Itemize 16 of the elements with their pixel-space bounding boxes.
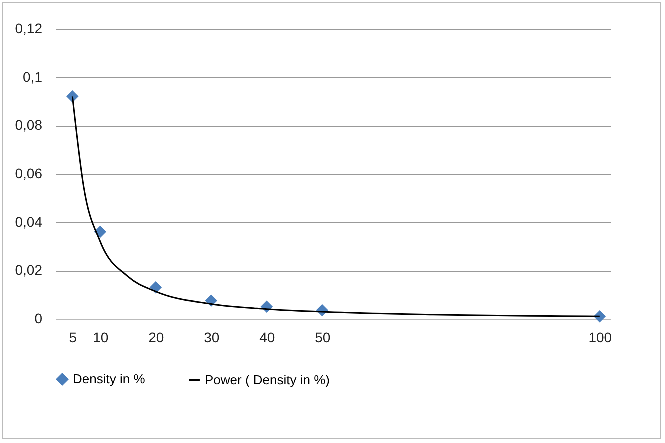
y-tick-label: 0,12 [15, 20, 43, 36]
y-tick-label: 0,06 [15, 166, 43, 182]
x-tick-label: 50 [315, 330, 331, 346]
x-tick-label: 20 [148, 330, 164, 346]
x-tick-label: 40 [260, 330, 276, 346]
legend-label: Power ( Density in %) [205, 372, 330, 388]
y-tick-label: 0,04 [15, 214, 43, 230]
x-tick-label: 5 [69, 330, 78, 346]
y-tick-label: 0,1 [23, 68, 43, 85]
y-tick-label: 0,08 [15, 117, 43, 134]
x-tick-label: 100 [588, 330, 612, 346]
x-tick-label: 10 [93, 330, 109, 346]
y-tick-label: 0,02 [15, 262, 43, 278]
legend-label: Density in % [73, 372, 146, 387]
y-tick-label: 0 [34, 310, 43, 326]
x-tick-label: 30 [204, 330, 220, 346]
